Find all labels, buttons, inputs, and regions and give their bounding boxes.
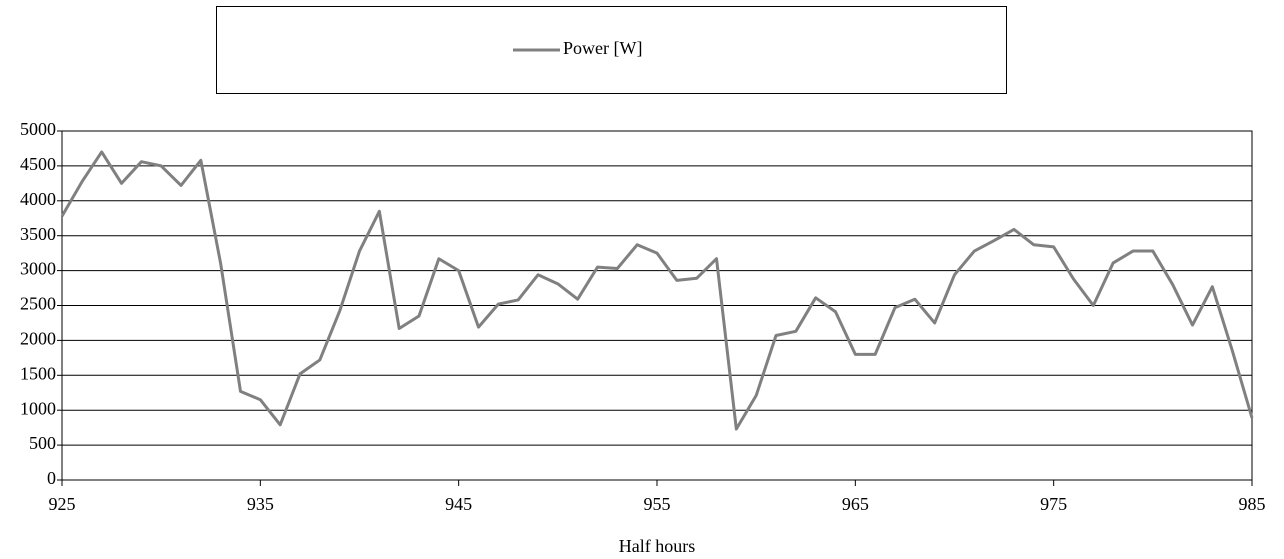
- y-tick-label: 3500: [20, 224, 56, 244]
- x-tick-label: 925: [49, 494, 76, 514]
- y-tick-label: 3000: [20, 259, 56, 279]
- data-line: [60, 150, 1254, 431]
- y-tick-label: 4000: [20, 189, 56, 209]
- x-tick-label: 935: [247, 494, 274, 514]
- x-tick-label: 975: [1040, 494, 1067, 514]
- x-tick-label: 965: [842, 494, 869, 514]
- y-tick-label: 1500: [20, 363, 56, 383]
- x-tick-label: 955: [644, 494, 671, 514]
- legend-label: Power [W]: [563, 38, 642, 58]
- y-tick-label: 500: [29, 433, 56, 453]
- x-tick-label: 985: [1239, 494, 1266, 514]
- plot-border: [61, 130, 1253, 481]
- legend-box: [216, 6, 1007, 94]
- y-tick-label: 1000: [20, 398, 56, 418]
- y-tick-label: 4500: [20, 154, 56, 174]
- y-tick-label: 5000: [20, 119, 56, 139]
- y-tick-label: 2500: [20, 294, 56, 314]
- x-tick-label: 945: [445, 494, 472, 514]
- x-axis-label: Half hours: [619, 536, 695, 556]
- y-tick-label: 2000: [20, 329, 56, 349]
- y-tick-label: 0: [47, 468, 56, 488]
